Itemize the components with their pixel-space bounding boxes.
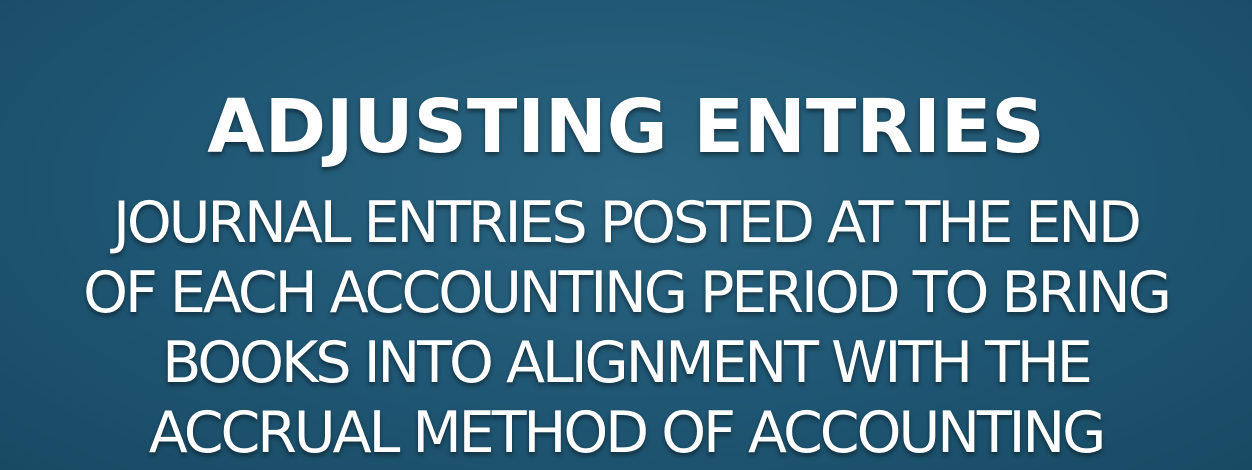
definition-line: BOOKS INTO ALIGNMENT WITH THE <box>162 330 1093 396</box>
definition-line: OF EACH ACCOUNTING PERIOD TO BRING <box>83 260 1172 326</box>
slide-title: ADJUSTING ENTRIES <box>207 84 1045 170</box>
definition-line: JOURNAL ENTRIES POSTED AT THE END <box>113 190 1142 256</box>
definition-line: ACCRUAL METHOD OF ACCOUNTING <box>148 400 1107 466</box>
definition-text: JOURNAL ENTRIES POSTED AT THE END OF EAC… <box>0 188 1252 468</box>
